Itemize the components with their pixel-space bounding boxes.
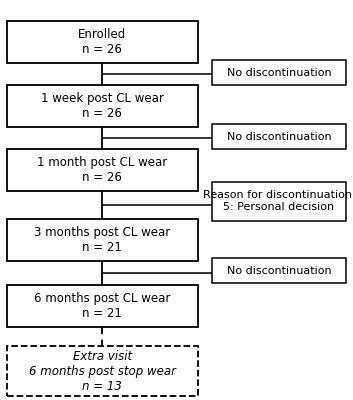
FancyBboxPatch shape <box>7 285 198 327</box>
Text: No discontinuation: No discontinuation <box>227 68 331 78</box>
FancyBboxPatch shape <box>212 258 346 283</box>
Text: Enrolled
n = 26: Enrolled n = 26 <box>78 28 126 56</box>
Text: No discontinuation: No discontinuation <box>227 266 331 276</box>
FancyBboxPatch shape <box>7 85 198 127</box>
Text: 3 months post CL wear
n = 21: 3 months post CL wear n = 21 <box>34 226 170 254</box>
FancyBboxPatch shape <box>7 149 198 191</box>
Text: No discontinuation: No discontinuation <box>227 132 331 142</box>
FancyBboxPatch shape <box>212 124 346 149</box>
FancyBboxPatch shape <box>212 182 346 221</box>
FancyBboxPatch shape <box>7 21 198 63</box>
Text: 1 week post CL wear
n = 26: 1 week post CL wear n = 26 <box>41 92 164 120</box>
Text: 1 month post CL wear
n = 26: 1 month post CL wear n = 26 <box>37 156 167 184</box>
Text: 6 months post CL wear
n = 21: 6 months post CL wear n = 21 <box>34 292 170 320</box>
FancyBboxPatch shape <box>7 219 198 261</box>
FancyBboxPatch shape <box>7 346 198 396</box>
Text: Extra visit
6 months post stop wear
n = 13: Extra visit 6 months post stop wear n = … <box>29 350 176 393</box>
Text: Reason for discontinuation:
5: Personal decision: Reason for discontinuation: 5: Personal … <box>203 190 353 212</box>
FancyBboxPatch shape <box>212 60 346 85</box>
